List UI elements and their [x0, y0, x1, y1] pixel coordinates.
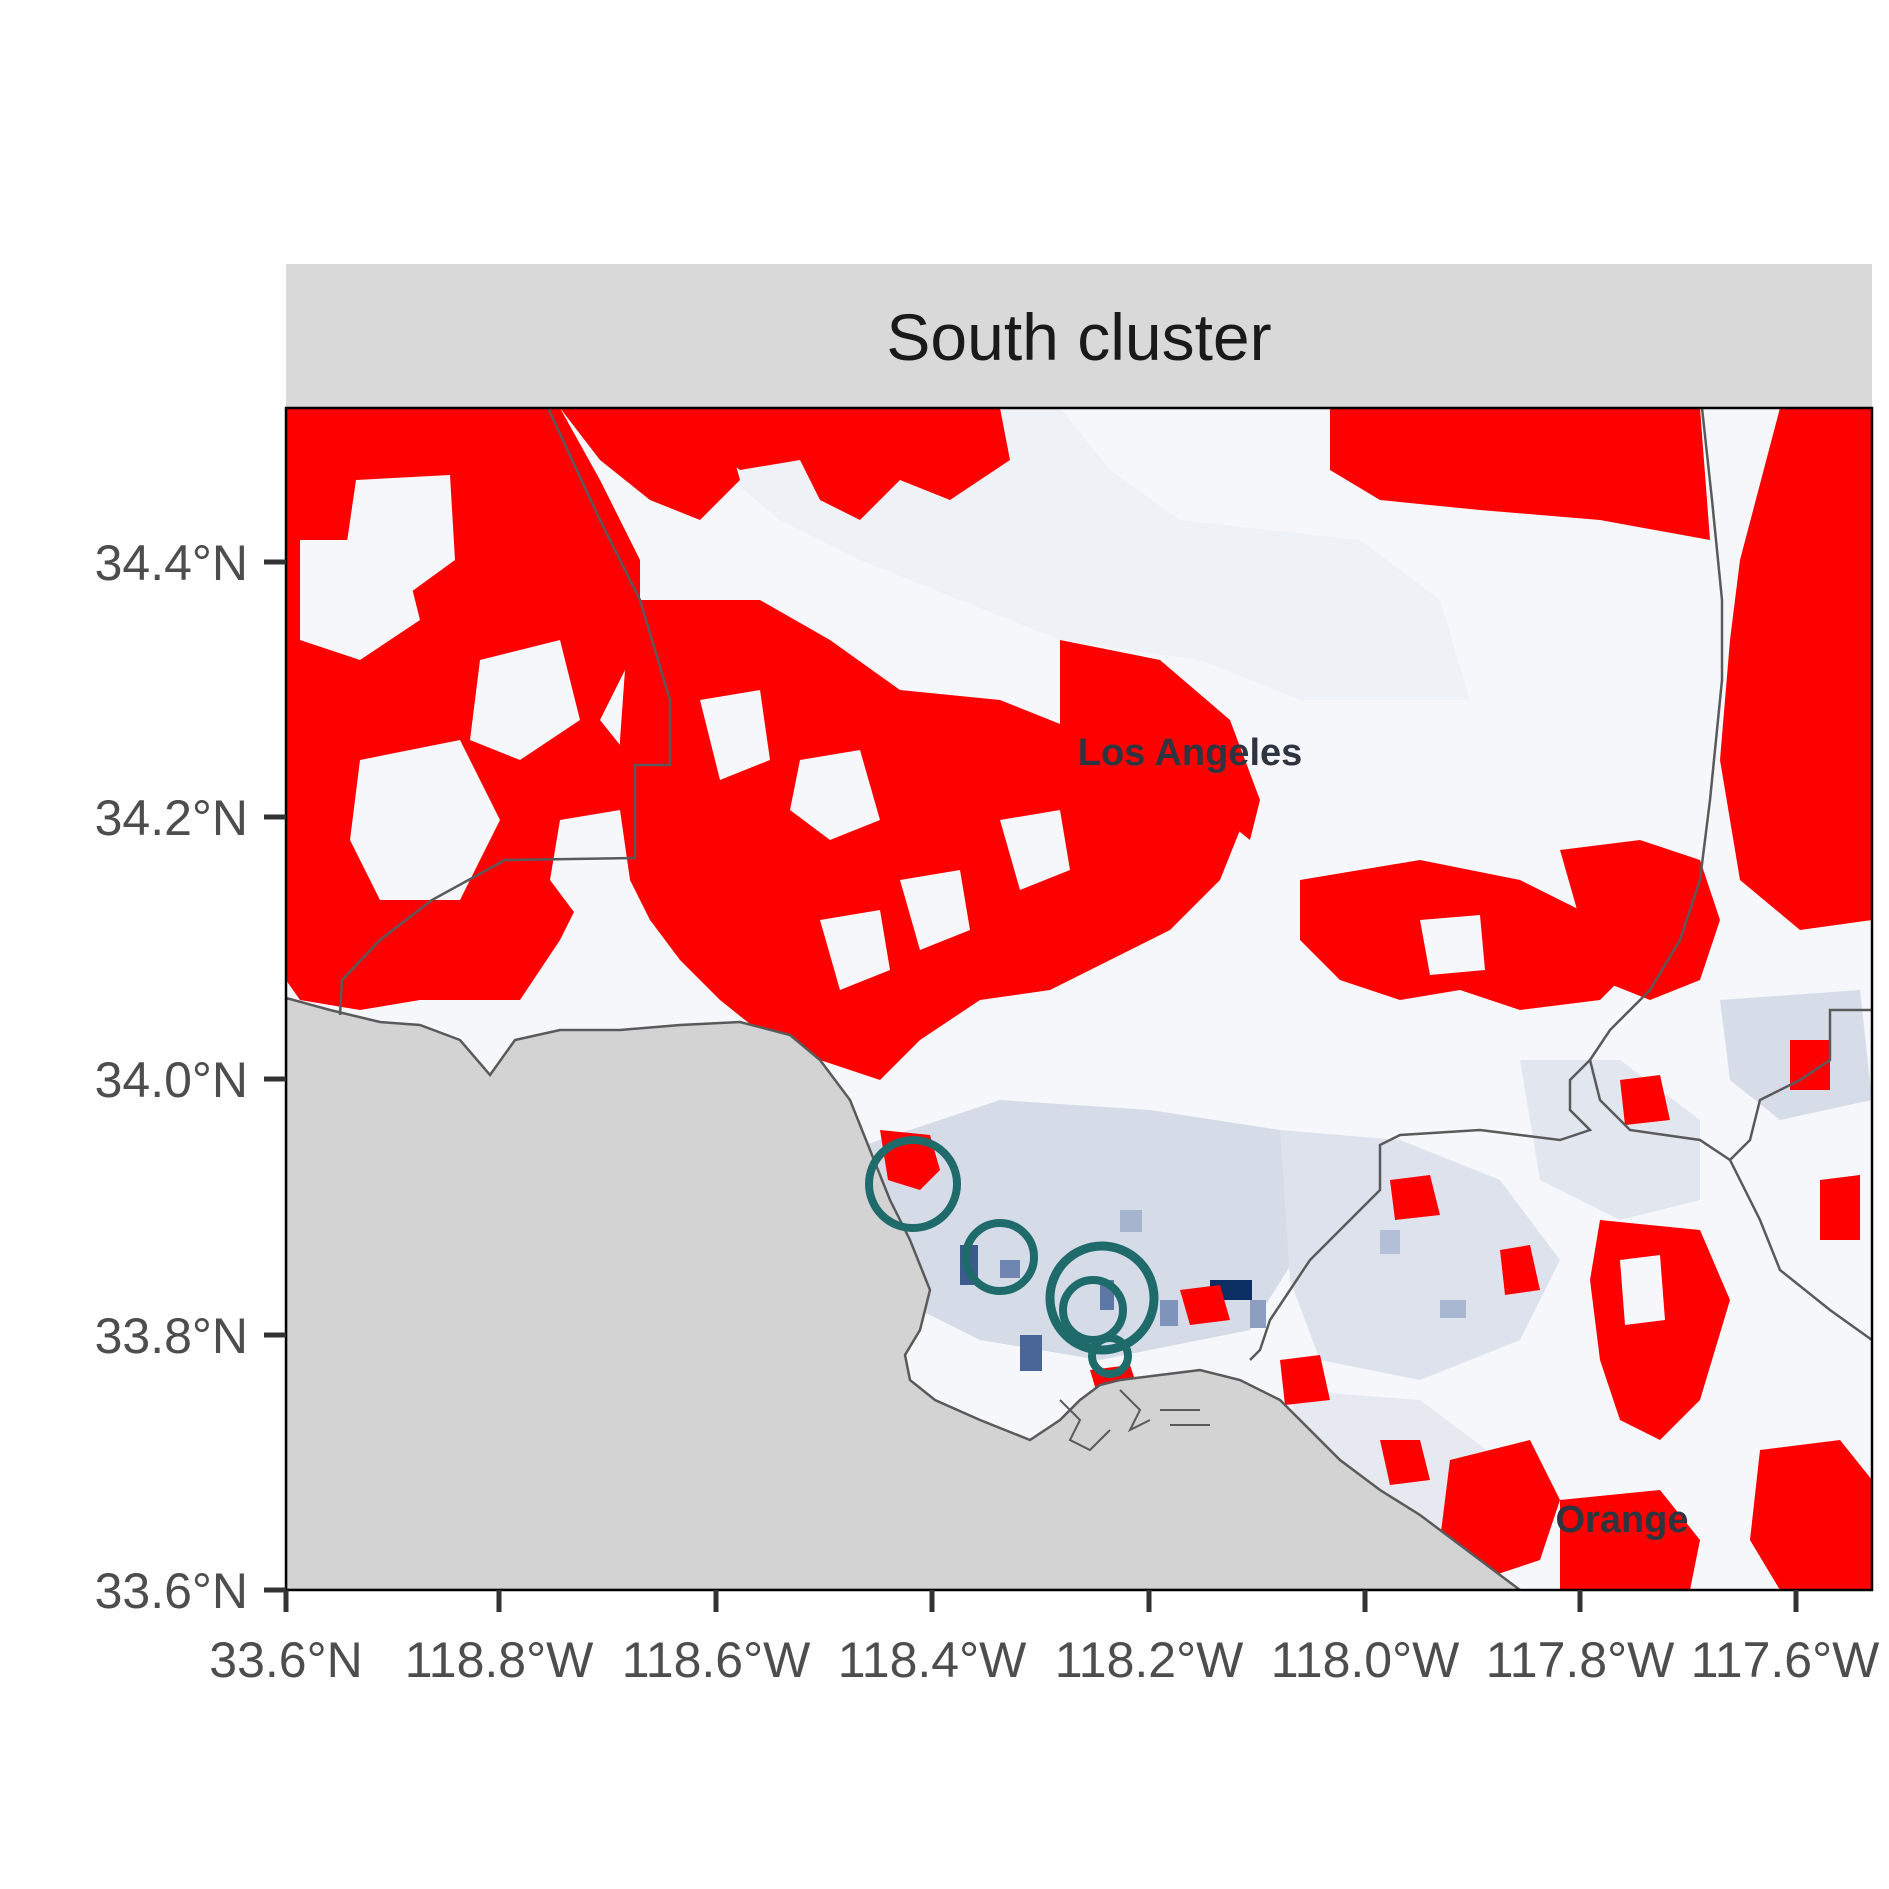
y-axis: [264, 559, 286, 1593]
facet-strip: [286, 264, 1872, 408]
y-tick-label: 33.8°N: [95, 1308, 248, 1364]
label-orange: Orange: [1555, 1499, 1688, 1541]
facet-strip-title: South cluster: [886, 300, 1271, 374]
x-tick-label: 33.6°N: [209, 1632, 362, 1688]
y-tick-label: 34.2°N: [95, 790, 248, 846]
non-hotspot-gaps: [300, 475, 1665, 1325]
x-tick-label: 118.0°W: [1271, 1632, 1460, 1688]
x-tick-label: 118.4°W: [838, 1632, 1027, 1688]
harbor-detail: [1059, 1389, 1210, 1452]
cluster-circles: [865, 1136, 1159, 1378]
panel-border: [284, 406, 1874, 1592]
circle-1: [865, 1136, 961, 1232]
x-tick-label: 117.8°W: [1486, 1632, 1675, 1688]
circle-4: [1059, 1276, 1127, 1344]
y-tick-label: 34.4°N: [95, 535, 248, 591]
circle-2: [962, 1219, 1038, 1295]
x-axis-labels: 33.6°N 118.8°W 118.6°W 118.4°W 118.2°W 1…: [209, 1632, 1880, 1688]
x-tick-label: 118.6°W: [622, 1632, 811, 1688]
y-tick-label: 34.0°N: [95, 1052, 248, 1108]
circle-3: [1045, 1241, 1159, 1355]
label-los-angeles: Los Angeles: [1078, 732, 1303, 774]
x-axis: [283, 1590, 1799, 1612]
y-tick-label: 33.6°N: [95, 1563, 248, 1619]
x-tick-label: 118.2°W: [1055, 1632, 1244, 1688]
circle-5: [1088, 1334, 1132, 1378]
x-tick-label: 117.6°W: [1691, 1632, 1880, 1688]
county-borders: [338, 408, 1872, 1361]
y-axis-labels: 34.4°N 34.2°N 34.0°N 33.8°N 33.6°N: [95, 535, 248, 1619]
x-tick-label: 118.8°W: [405, 1632, 594, 1688]
pacific-ocean: [286, 996, 1523, 1590]
map-panel: Los Angeles Orange: [286, 408, 1872, 1590]
